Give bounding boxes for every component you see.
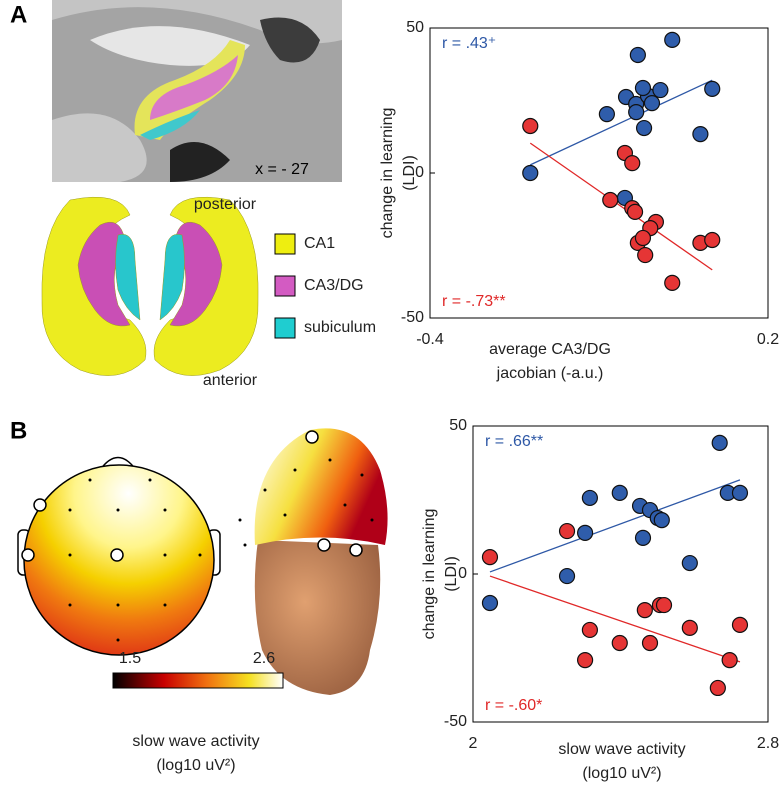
- y-axis-label: change in learning: [379, 108, 396, 239]
- data-point: [721, 652, 738, 669]
- x-axis-label: slow wave activity: [558, 741, 685, 758]
- x-axis-label: (log10 uV²): [582, 765, 661, 782]
- mri-slice: x = - 27: [52, 0, 342, 182]
- fit-line: [489, 575, 741, 663]
- x-tick-label: 2: [469, 735, 478, 752]
- colorbar-tick: 2.6: [253, 650, 275, 667]
- data-point: [611, 634, 628, 652]
- y-tick-label: 0: [415, 164, 424, 181]
- y-tick-label: 50: [449, 417, 467, 434]
- fit-line: [529, 142, 713, 271]
- plot-frame: [429, 27, 769, 319]
- y-tick-label: 50: [406, 19, 424, 36]
- data-point: [481, 594, 499, 612]
- data-point: [731, 616, 749, 634]
- data-point: [558, 522, 576, 540]
- data-point: [681, 554, 698, 572]
- fit-line: [489, 479, 741, 573]
- data-point: [704, 231, 721, 249]
- data-point: [643, 95, 661, 112]
- panel-label: B: [10, 417, 27, 444]
- colorbar-label: slow wave activity: [132, 733, 259, 750]
- data-point: [558, 567, 576, 585]
- colorbar-tick: 1.5: [119, 650, 141, 667]
- data-point: [652, 81, 669, 99]
- scalp-topography: [17, 456, 221, 656]
- data-point: [634, 79, 652, 97]
- fit-line: [529, 79, 713, 166]
- data-point: [636, 602, 653, 619]
- legend-swatch: [274, 233, 296, 255]
- legend-label: CA1: [304, 235, 335, 252]
- data-point: [655, 596, 673, 614]
- orientation-label: posterior: [194, 196, 257, 213]
- x-tick-label: -0.4: [416, 331, 444, 348]
- data-point: [581, 621, 598, 639]
- legend: CA1 CA3/DG subiculum: [274, 233, 376, 339]
- y-tick-label: 0: [458, 565, 467, 582]
- data-point: [624, 155, 641, 172]
- x-tick-label: 0.2: [757, 331, 779, 348]
- colorbar: [112, 672, 284, 689]
- data-point: [692, 126, 709, 143]
- data-point: [664, 274, 681, 292]
- data-point: [602, 191, 619, 209]
- y-tick-label: -50: [401, 309, 424, 326]
- data-point: [653, 512, 670, 529]
- head-model: [238, 428, 388, 695]
- legend-swatch: [274, 317, 296, 339]
- plot-frame: [472, 425, 769, 723]
- x-axis-label: average CA3/DG: [489, 341, 611, 358]
- data-point: [634, 229, 652, 247]
- legend-label: CA3/DG: [304, 277, 364, 294]
- data-point: [611, 484, 628, 501]
- data-point: [731, 484, 749, 501]
- y-axis-label: (LDI): [401, 155, 418, 191]
- data-point: [711, 434, 728, 451]
- data-point: [641, 634, 659, 652]
- orientation-label: anterior: [203, 372, 258, 389]
- data-point: [576, 652, 594, 669]
- panel-label: A: [10, 1, 27, 28]
- data-point: [709, 679, 726, 697]
- data-point: [598, 106, 615, 123]
- x-tick-label: 2.8: [757, 735, 779, 752]
- correlation-label: r = .43⁺: [442, 35, 496, 52]
- data-point: [626, 203, 644, 220]
- data-point: [522, 117, 539, 135]
- correlation-label: r = .66**: [485, 433, 543, 450]
- data-point: [704, 80, 721, 98]
- y-axis-label: change in learning: [421, 509, 438, 640]
- x-axis-label: jacobian (-a.u.): [496, 365, 604, 382]
- colorbar-label: (log10 uV²): [156, 757, 235, 774]
- legend-swatch: [274, 275, 296, 297]
- data-point: [481, 549, 499, 566]
- legend-label: subiculum: [304, 319, 376, 336]
- y-axis-label: (LDI): [443, 556, 460, 592]
- data-point: [681, 619, 698, 636]
- data-point: [628, 103, 645, 121]
- data-point: [634, 529, 652, 546]
- slice-label: x = - 27: [255, 161, 309, 178]
- data-point: [576, 524, 594, 541]
- data-point: [664, 31, 681, 48]
- data-point: [635, 119, 653, 137]
- data-point: [629, 46, 646, 64]
- hippocampus-render: [41, 196, 259, 376]
- correlation-label: r = -.73**: [442, 293, 506, 310]
- data-point: [637, 246, 654, 264]
- correlation-label: r = -.60*: [485, 697, 542, 714]
- data-point: [581, 489, 598, 507]
- y-tick-label: -50: [444, 713, 467, 730]
- data-point: [522, 164, 539, 182]
